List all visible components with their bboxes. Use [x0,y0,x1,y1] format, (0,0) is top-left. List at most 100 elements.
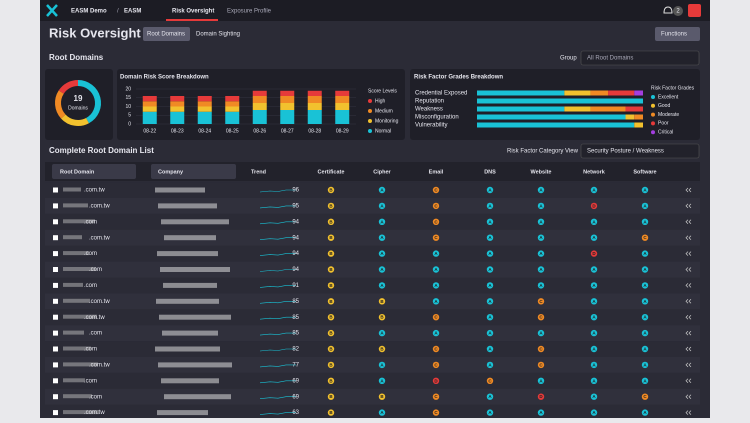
grade-badge [432,202,440,210]
y-category-label: Credential Exposed [415,91,467,97]
grade-badge [327,298,335,305]
bar-segment [197,111,212,124]
grade-badge [327,218,335,225]
functions-button[interactable] [655,27,700,41]
grade-letter: A [434,331,438,336]
grade-letter: B [329,410,333,415]
checkbox[interactable] [53,314,58,320]
trend-score: 82 [292,347,299,353]
x-tick-label: 08-23 [171,128,184,134]
column-header[interactable]: Network [583,169,606,175]
domain-name[interactable]: .com [89,394,102,400]
column-header[interactable]: DNS [484,169,496,175]
domain-name[interactable]: .com [84,251,97,257]
expand-icon[interactable] [685,267,692,272]
grade-letter: A [592,187,596,192]
domain-name[interactable]: .com [84,219,97,225]
header-cell-highlight [151,164,236,179]
column-header[interactable]: Company [158,169,184,175]
grade-badge [327,266,335,273]
domain-name[interactable]: .com.tw [89,362,110,368]
donut-segment [61,114,89,126]
column-header[interactable]: Website [531,169,552,175]
expand-icon[interactable] [685,283,692,288]
checkbox[interactable] [53,267,58,272]
product-switcher[interactable]: EASM [124,9,141,15]
domain-name[interactable]: .com.tw [84,315,105,321]
view-select[interactable] [580,143,700,159]
domain-name[interactable]: .com [89,331,102,337]
grade-badge [537,202,545,210]
domain-name[interactable]: .com [84,347,97,353]
checkbox[interactable] [53,394,58,400]
group-select[interactable] [580,50,700,66]
domain-name[interactable]: .com.tw [84,188,105,194]
grade-letter: B [329,283,333,288]
domain-name[interactable]: .com.tw [89,235,110,241]
grade-letter: A [488,203,492,208]
nav-tab[interactable]: Exposure Profile [227,9,272,15]
checkbox[interactable] [53,235,58,241]
trend-sparkline [259,412,296,415]
domain-name[interactable]: .com.tw [84,410,105,416]
expand-icon[interactable] [685,330,692,336]
nav-tab-active[interactable]: Risk Oversight [172,9,214,15]
expand-icon[interactable] [685,362,692,368]
org-switcher[interactable]: EASM Demo [71,9,107,15]
column-header[interactable]: Trend [251,169,266,175]
grade-badge [327,314,335,321]
domain-name[interactable]: .com [89,267,102,273]
column-header[interactable]: Cipher [373,169,391,175]
expand-icon[interactable] [685,346,692,352]
bell-icon[interactable] [663,6,673,14]
expand-icon[interactable] [685,219,692,225]
grade-badge [378,329,386,337]
checkbox[interactable] [53,187,58,193]
grade-letter: A [380,283,384,288]
expand-icon[interactable] [685,251,692,256]
checkbox[interactable] [53,378,58,384]
expand-icon[interactable] [685,314,692,320]
column-header[interactable]: Email [429,169,444,175]
trend-sparkline [259,332,296,336]
expand-icon[interactable] [685,235,692,240]
grade-badge [378,314,386,321]
bar-segment [197,101,212,107]
expand-icon[interactable] [685,410,692,415]
grade-badge [537,266,545,273]
checkbox[interactable] [53,410,58,416]
view-button-active[interactable] [143,27,190,41]
grade-letter: A [592,394,596,399]
grade-badge [641,234,649,241]
checkbox[interactable] [53,298,58,304]
expand-icon[interactable] [685,378,692,384]
expand-icon[interactable] [685,203,692,209]
checkbox[interactable] [53,251,58,257]
checkbox[interactable] [53,362,58,368]
domain-name[interactable]: .com.tw [89,203,110,209]
domain-name[interactable]: .com.tw [89,299,110,305]
column-header[interactable]: Software [633,169,656,175]
checkbox[interactable] [53,282,58,288]
column-header[interactable]: Root Domain [60,169,95,175]
trend-sparkline [259,316,296,320]
expand-icon[interactable] [685,187,692,193]
legend-title: Risk Factor Grades [651,85,695,91]
grade-letter: A [592,267,596,272]
grade-letter: A [488,267,492,272]
checkbox[interactable] [53,330,58,336]
expand-icon[interactable] [685,299,692,304]
grade-letter: C [434,346,438,351]
grade-letter: A [539,378,543,383]
expand-icon[interactable] [685,394,692,399]
user-avatar[interactable] [688,4,701,17]
grade-badge [327,393,335,400]
checkbox[interactable] [53,219,58,225]
checkbox[interactable] [53,346,58,352]
domain-name[interactable]: .com [84,283,97,289]
view-button-label[interactable]: Domain Sighting [196,32,240,38]
checkbox[interactable] [53,203,58,209]
domain-name[interactable]: .com [84,378,97,384]
trend-sparkline [259,380,296,384]
column-header[interactable]: Certificate [318,169,345,175]
